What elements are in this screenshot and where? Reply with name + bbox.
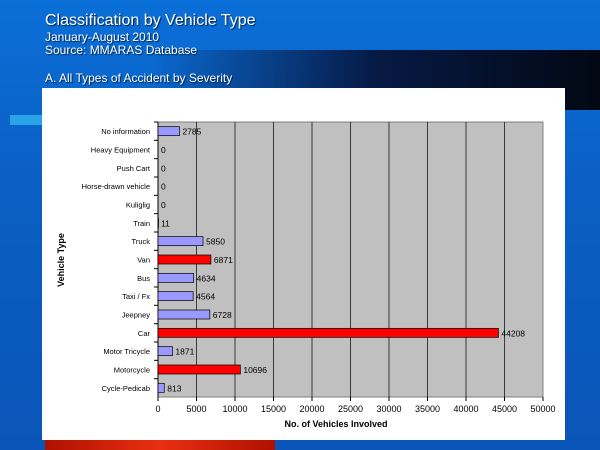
- x-tick-label: 20000: [299, 404, 324, 414]
- bar-chart: 0 5000 10000 15000 20000 25000 30000 35000 40000…: [56, 121, 556, 429]
- x-tick-label: 5000: [186, 404, 206, 414]
- slide-period: January-August 2010: [45, 30, 160, 44]
- x-tick-label: 10000: [222, 404, 247, 414]
- y-tick-label: Push Cart: [117, 164, 151, 173]
- data-label: 5850: [206, 237, 225, 247]
- bar-van: [157, 254, 212, 265]
- data-label: 4564: [196, 292, 215, 302]
- y-tick-label: Truck: [132, 237, 151, 246]
- y-axis-label: Vehicle Type: [56, 233, 66, 287]
- bar-motor-tricycle: [157, 346, 173, 357]
- data-label: 44208: [501, 328, 525, 338]
- x-tick-label: 35000: [415, 404, 440, 414]
- y-tick-label: Kuliglig: [126, 201, 150, 210]
- data-label: 2785: [182, 127, 201, 137]
- y-tick-label: Bus: [137, 274, 150, 283]
- data-label: 6728: [213, 310, 232, 320]
- x-axis-label: No. of Vehicles Involved: [284, 419, 387, 429]
- bar-taxi-fx: [157, 291, 194, 302]
- data-label: 10696: [243, 365, 267, 375]
- data-label: 11: [161, 218, 170, 228]
- y-tick-label: Jeepney: [122, 311, 151, 320]
- data-label: 0: [161, 163, 166, 173]
- data-label: 813: [167, 383, 181, 393]
- x-tick-label: 40000: [453, 404, 478, 414]
- x-tick-label: 45000: [492, 404, 517, 414]
- decorative-red-bar: [45, 440, 275, 450]
- y-tick-label: Cycle-Pedicab: [102, 384, 150, 393]
- y-tick-label: Motor Tricycle: [103, 347, 150, 356]
- y-tick-label: Train: [133, 219, 150, 228]
- y-tick-label: Heavy Equipment: [91, 146, 151, 155]
- data-label: 0: [161, 182, 166, 192]
- y-tick-label: No information: [101, 127, 150, 136]
- y-tick-label: Horse-drawn vehicle: [82, 182, 150, 191]
- bar-jeepney: [157, 309, 211, 320]
- x-tick-label: 25000: [338, 404, 363, 414]
- bar-cycle-pedicab: [157, 382, 165, 393]
- bar-bus: [157, 272, 195, 283]
- y-tick-label: Taxi / Fx: [122, 292, 150, 301]
- y-tick-label: Car: [138, 329, 151, 338]
- y-tick-label: Van: [137, 256, 150, 265]
- data-label: 1871: [175, 347, 194, 357]
- decorative-accent: [10, 115, 45, 125]
- data-label: 4634: [197, 273, 216, 283]
- section-heading: A. All Types of Accident by Severity: [45, 71, 233, 85]
- y-tick-label: Motorcycle: [114, 366, 150, 375]
- bar-train: [157, 217, 159, 228]
- x-tick-label: 50000: [530, 404, 555, 414]
- data-label: 0: [161, 200, 166, 210]
- bar-car: [157, 327, 499, 338]
- bar-no-information: [157, 126, 180, 137]
- slide-source: Source: MMARAS Database: [45, 43, 198, 57]
- x-tick-label: 15000: [261, 404, 286, 414]
- bar-motorcycle: [157, 364, 241, 375]
- data-label: 6871: [214, 255, 233, 265]
- x-tick-label: 0: [155, 404, 160, 414]
- chart-panel: 0 5000 10000 15000 20000 25000 30000 35000 40000…: [42, 88, 565, 440]
- data-label: 0: [161, 145, 166, 155]
- bar-truck: [157, 236, 204, 247]
- x-tick-label: 30000: [376, 404, 401, 414]
- slide-title: Classification by Vehicle Type: [45, 12, 256, 29]
